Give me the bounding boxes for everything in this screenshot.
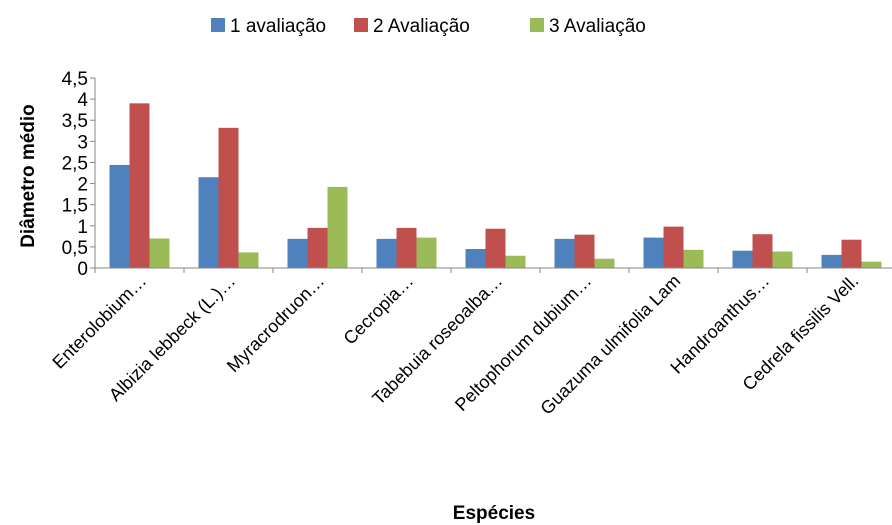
bar-1-1	[109, 164, 130, 268]
y-tick-label: 1,5	[62, 196, 88, 217]
bar-2-4	[396, 227, 417, 268]
y-tick-label: 0,5	[62, 238, 88, 259]
legend-swatch	[354, 18, 368, 32]
bars	[109, 103, 882, 268]
y-axis-title: Diâmetro médio	[18, 104, 39, 248]
y-tick-label: 0	[77, 259, 88, 280]
bar-1-2	[198, 177, 219, 268]
bar-1-8	[732, 250, 753, 268]
bar-1-7	[643, 237, 664, 268]
bar-3-2	[238, 252, 259, 268]
category-label: Myracrodruon…	[223, 271, 328, 376]
bar-3-5	[505, 255, 526, 268]
bar-3-6	[594, 258, 615, 268]
bar-1-3	[287, 238, 308, 268]
y-axis: 00,511,522,533,544,5	[62, 69, 96, 280]
legend-swatch	[530, 18, 544, 32]
bar-2-9	[841, 239, 862, 268]
y-tick-label: 1	[77, 217, 88, 238]
bar-2-2	[218, 127, 239, 268]
y-tick-label: 2	[77, 175, 88, 196]
bar-1-4	[376, 238, 397, 268]
y-tick-label: 2,5	[62, 153, 88, 174]
category-label: Enterolobium…	[48, 271, 150, 373]
bar-2-7	[663, 226, 684, 268]
bar-3-7	[683, 249, 704, 268]
legend-swatch	[211, 18, 225, 32]
bar-2-3	[307, 227, 328, 268]
legend-label: 3 Avaliação	[549, 16, 646, 37]
bar-1-9	[821, 254, 842, 268]
bar-3-1	[149, 238, 170, 268]
bar-2-8	[752, 234, 773, 268]
bar-3-4	[416, 237, 437, 268]
category-label: Cecropia…	[340, 271, 418, 349]
bar-3-8	[772, 251, 793, 268]
legend-label: 2 Avaliação	[373, 16, 470, 37]
bar-2-6	[574, 234, 595, 268]
bar-3-9	[861, 261, 882, 268]
bar-3-3	[327, 186, 348, 268]
bar-2-5	[485, 228, 506, 268]
x-axis-title: Espécies	[453, 503, 535, 524]
y-tick-label: 4	[77, 90, 88, 111]
bar-2-1	[129, 103, 150, 268]
legend-label: 1 avaliação	[230, 16, 326, 37]
bar-1-6	[554, 238, 575, 268]
x-axis: Enterolobium…Albizia lebbeck (L.)…Myracr…	[48, 267, 892, 419]
y-tick-label: 3	[77, 132, 88, 153]
bar-1-5	[465, 249, 486, 268]
y-tick-label: 3,5	[62, 111, 88, 132]
y-tick-label: 4,5	[62, 69, 88, 90]
legend: 1 avaliação 2 Avaliação 3 Avaliação	[211, 16, 646, 37]
